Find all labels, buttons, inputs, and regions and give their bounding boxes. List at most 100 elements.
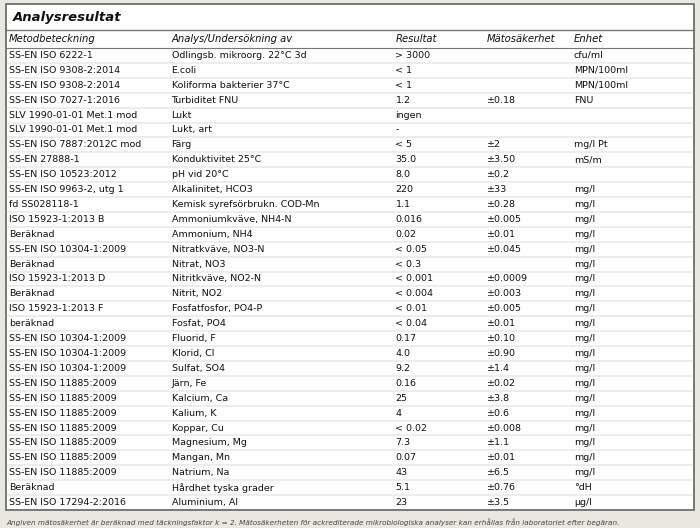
Text: Nitrat, NO3: Nitrat, NO3 [172,260,225,269]
Text: ingen: ingen [395,110,422,119]
Text: 7.3: 7.3 [395,438,411,447]
Text: < 0.3: < 0.3 [395,260,421,269]
Text: Ammonium, NH4: Ammonium, NH4 [172,230,252,239]
Text: ±0.01: ±0.01 [486,230,515,239]
Text: Beräknad: Beräknad [9,483,55,492]
Text: mg/l: mg/l [574,364,595,373]
Text: < 0.004: < 0.004 [395,289,433,298]
Text: Nitrit, NO2: Nitrit, NO2 [172,289,222,298]
Text: < 1: < 1 [395,66,412,75]
Text: Kalium, K: Kalium, K [172,409,216,418]
Text: ±0.005: ±0.005 [486,215,522,224]
Text: Beräknad: Beräknad [9,289,55,298]
Text: SS-EN ISO 10304-1:2009: SS-EN ISO 10304-1:2009 [9,244,126,253]
Text: Sulfat, SO4: Sulfat, SO4 [172,364,225,373]
Text: beräknad: beräknad [9,319,54,328]
Text: > 3000: > 3000 [395,51,430,60]
Text: Hårdhet tyska grader: Hårdhet tyska grader [172,483,273,493]
Text: SS-EN ISO 11885:2009: SS-EN ISO 11885:2009 [9,454,117,463]
Text: ±6.5: ±6.5 [486,468,510,477]
Text: 23: 23 [395,498,407,507]
Text: Alkalinitet, HCO3: Alkalinitet, HCO3 [172,185,252,194]
Text: SS-EN ISO 11885:2009: SS-EN ISO 11885:2009 [9,409,117,418]
Text: mg/l: mg/l [574,185,595,194]
Text: mS/m: mS/m [574,155,602,164]
Text: Ammoniumkväve, NH4-N: Ammoniumkväve, NH4-N [172,215,291,224]
Text: ±0.0009: ±0.0009 [486,275,528,284]
Text: Konduktivitet 25°C: Konduktivitet 25°C [172,155,260,164]
Text: Natrium, Na: Natrium, Na [172,468,229,477]
Text: mg/l: mg/l [574,304,595,313]
Text: Koliforma bakterier 37°C: Koliforma bakterier 37°C [172,81,289,90]
Text: SS-EN ISO 7887:2012C mod: SS-EN ISO 7887:2012C mod [9,140,141,149]
Text: 43: 43 [395,468,407,477]
Text: 0.016: 0.016 [395,215,423,224]
Text: cfu/ml: cfu/ml [574,51,603,60]
Text: 4: 4 [395,409,402,418]
Text: mg/l: mg/l [574,379,595,388]
Text: ±3.8: ±3.8 [486,394,510,403]
Text: Fluorid, F: Fluorid, F [172,334,216,343]
Text: mg/l: mg/l [574,319,595,328]
Text: 4.0: 4.0 [395,349,410,358]
Text: SS-EN ISO 7027-1:2016: SS-EN ISO 7027-1:2016 [9,96,120,105]
Text: Järn, Fe: Järn, Fe [172,379,206,388]
Text: SS-EN 27888-1: SS-EN 27888-1 [9,155,80,164]
Text: Odlingsb. mikroorg. 22°C 3d: Odlingsb. mikroorg. 22°C 3d [172,51,306,60]
Text: mg/l: mg/l [574,334,595,343]
Text: Angiven mätosäkerhet är beräknad med täckningsfaktor k = 2. Mätosäkerheten för a: Angiven mätosäkerhet är beräknad med täc… [6,518,620,526]
Text: 8.0: 8.0 [395,170,410,179]
Text: mg/l: mg/l [574,244,595,253]
Text: ±0.005: ±0.005 [486,304,522,313]
Text: SS-EN ISO 9308-2:2014: SS-EN ISO 9308-2:2014 [9,66,120,75]
Text: 0.02: 0.02 [395,230,416,239]
Text: SS-EN ISO 11885:2009: SS-EN ISO 11885:2009 [9,423,117,432]
Text: mg/l: mg/l [574,454,595,463]
Text: ±0.10: ±0.10 [486,334,515,343]
Text: FNU: FNU [574,96,594,105]
Text: Kalcium, Ca: Kalcium, Ca [172,394,228,403]
Text: Nitritkväve, NO2-N: Nitritkväve, NO2-N [172,275,260,284]
Text: Mangan, Mn: Mangan, Mn [172,454,230,463]
Text: ±0.28: ±0.28 [486,200,515,209]
Text: mg/l: mg/l [574,349,595,358]
Text: SS-EN ISO 17294-2:2016: SS-EN ISO 17294-2:2016 [9,498,126,507]
Text: SS-EN ISO 6222-1: SS-EN ISO 6222-1 [9,51,93,60]
Text: ±0.18: ±0.18 [486,96,515,105]
Text: < 5: < 5 [395,140,412,149]
Text: SS-EN ISO 9963-2, utg 1: SS-EN ISO 9963-2, utg 1 [9,185,124,194]
Text: mg/l: mg/l [574,289,595,298]
Text: Analysresultat: Analysresultat [13,11,122,24]
Text: SS-EN ISO 11885:2009: SS-EN ISO 11885:2009 [9,468,117,477]
Text: ±2: ±2 [486,140,500,149]
Text: < 0.01: < 0.01 [395,304,428,313]
Text: Kemisk syrefsörbrukn. COD-Mn: Kemisk syrefsörbrukn. COD-Mn [172,200,319,209]
Text: SLV 1990-01-01 Met.1 mod: SLV 1990-01-01 Met.1 mod [9,126,137,135]
Text: SS-EN ISO 10304-1:2009: SS-EN ISO 10304-1:2009 [9,349,126,358]
Text: SS-EN ISO 11885:2009: SS-EN ISO 11885:2009 [9,438,117,447]
Text: mg/l: mg/l [574,423,595,432]
Text: < 0.04: < 0.04 [395,319,428,328]
Text: 0.07: 0.07 [395,454,416,463]
Text: < 1: < 1 [395,81,412,90]
Text: ±0.76: ±0.76 [486,483,515,492]
Text: mg/l: mg/l [574,438,595,447]
Text: 9.2: 9.2 [395,364,410,373]
Text: ±0.6: ±0.6 [486,409,510,418]
Text: Magnesium, Mg: Magnesium, Mg [172,438,246,447]
Text: mg/l: mg/l [574,275,595,284]
Text: Analys/Undersökning av: Analys/Undersökning av [172,34,293,44]
Text: ±3.5: ±3.5 [486,498,510,507]
Text: Resultat: Resultat [395,34,437,44]
Text: mg/l: mg/l [574,409,595,418]
Text: Enhet: Enhet [574,34,603,44]
Text: < 0.02: < 0.02 [395,423,428,432]
Text: SS-EN ISO 11885:2009: SS-EN ISO 11885:2009 [9,394,117,403]
Text: ±33: ±33 [486,185,507,194]
Text: mg/l: mg/l [574,230,595,239]
Text: Fosfatfosfor, PO4-P: Fosfatfosfor, PO4-P [172,304,262,313]
Text: 35.0: 35.0 [395,155,416,164]
Text: 220: 220 [395,185,414,194]
Text: 0.16: 0.16 [395,379,416,388]
Text: Klorid, Cl: Klorid, Cl [172,349,214,358]
